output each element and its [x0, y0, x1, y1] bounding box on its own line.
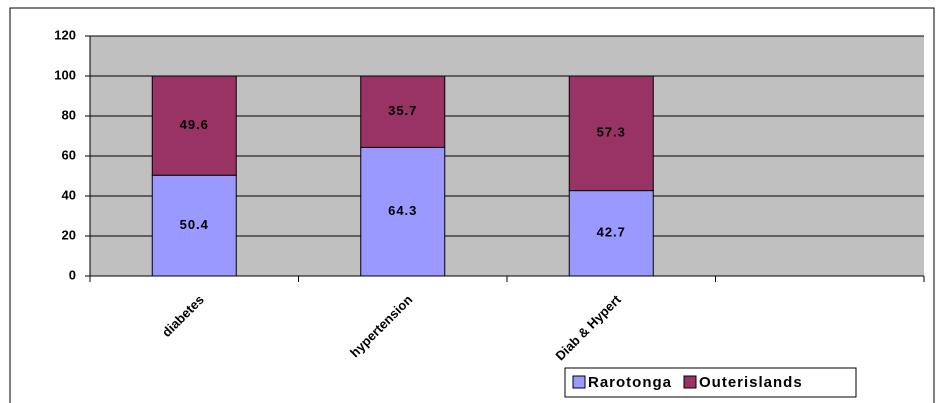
legend-label: Outerislands	[699, 374, 803, 391]
y-tick-label: 20	[62, 227, 76, 242]
legend-label: Rarotonga	[588, 374, 672, 391]
bar-segment	[360, 75, 446, 148]
value-label: 42.7	[597, 225, 626, 240]
value-label: 64.3	[388, 203, 417, 218]
value-label: 35.7	[388, 103, 417, 118]
y-tick-label: 120	[54, 27, 76, 42]
value-label: 50.4	[180, 217, 209, 232]
legend-swatch	[683, 375, 697, 389]
legend-swatch	[572, 375, 586, 389]
value-label: 49.6	[180, 117, 209, 132]
y-tick-label: 80	[62, 107, 76, 122]
legend-box	[564, 367, 857, 398]
value-label: 57.3	[597, 125, 626, 140]
bar-segment	[568, 75, 654, 192]
bar-segment	[568, 190, 654, 277]
bar-segment	[151, 174, 237, 277]
y-tick-label: 0	[69, 267, 76, 282]
bar-segment	[360, 146, 446, 277]
y-tick-label: 100	[54, 67, 76, 82]
y-tick-label: 60	[62, 147, 76, 162]
bar-segment	[151, 75, 237, 176]
y-tick-label: 40	[62, 187, 76, 202]
